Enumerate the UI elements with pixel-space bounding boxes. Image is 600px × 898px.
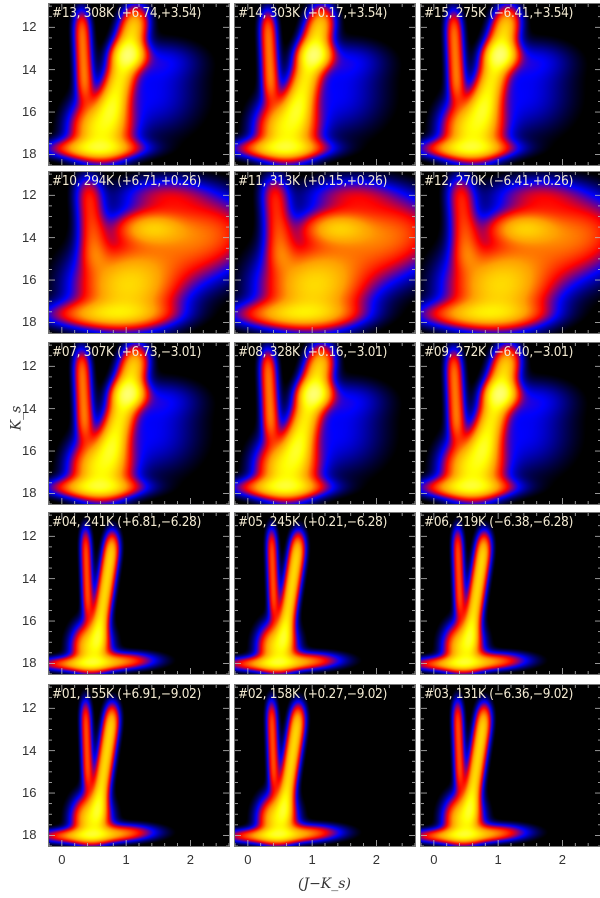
y-tick-label: 16 [22,785,37,801]
density-map [235,685,415,846]
tick-marks [49,513,229,674]
panel-label: #03, 131K (−6.36,−9.02) [424,687,574,702]
y-axis-label-text: K_s [8,405,25,431]
density-map [421,685,600,846]
x-tick-label: 1 [122,852,130,867]
x-tick-label: 2 [558,852,567,867]
density-map [235,513,415,674]
y-tick-label: 12 [22,358,37,374]
panel-label: #14, 303K (+0.17,+3.54) [238,6,388,21]
hess-panel: #15, 275K (−6.41,+3.54) [420,3,600,166]
density-map [49,172,229,333]
y-tick-label: 18 [22,485,37,501]
y-tick-label: 14 [22,400,37,416]
density-map [235,343,415,504]
x-tick-label: 2 [372,852,381,867]
x-tick-label: 1 [494,852,502,867]
y-tick-label: 12 [22,528,37,544]
y-tick-label: 14 [22,570,37,586]
tick-marks [235,343,415,504]
y-tick-label: 18 [22,314,37,330]
x-tick-label: 1 [308,852,316,867]
hess-panel: #05, 245K (+0.21,−6.28) [234,512,416,675]
panel-label: #05, 245K (+0.21,−6.28) [238,515,388,530]
density-map [421,343,600,504]
y-tick-label: 16 [22,272,37,288]
tick-marks [49,343,229,504]
x-tick-label: 0 [58,852,66,867]
y-tick-label: 16 [22,613,37,629]
hess-panel: #12, 270K (−6.41,+0.26) [420,171,600,334]
panel-label: #08, 328K (+0.16,−3.01) [238,345,388,360]
hess-panel: #03, 131K (−6.36,−9.02) [420,684,600,847]
hess-panel: #08, 328K (+0.16,−3.01) [234,342,416,505]
tick-marks [421,172,600,333]
tick-marks [421,4,600,165]
panel-label: #07, 307K (+6.73,−3.01) [52,345,202,360]
hess-panel: #07, 307K (+6.73,−3.01) [48,342,230,505]
tick-marks [235,685,415,846]
hess-panel: #11, 313K (+0.15,+0.26) [234,171,416,334]
y-tick-label: 12 [22,187,37,203]
density-map [235,4,415,165]
tick-marks [235,4,415,165]
hess-panel: #02, 158K (+0.27,−9.02) [234,684,416,847]
panel-label: #09, 272K (−6.40,−3.01) [424,345,574,360]
panel-label: #10, 294K (+6.71,+0.26) [52,174,202,189]
y-axis-label: K_s [8,406,24,431]
panel-label: #13, 308K (+6.74,+3.54) [52,6,202,21]
x-tick-label: 0 [430,852,438,867]
hess-panel: #06, 219K (−6.38,−6.28) [420,512,600,675]
y-tick-label: 16 [22,443,37,459]
panel-label: #12, 270K (−6.41,+0.26) [424,174,574,189]
tick-marks [49,4,229,165]
density-map [49,343,229,504]
tick-marks [49,172,229,333]
hess-panel: #10, 294K (+6.71,+0.26) [48,171,230,334]
density-map [235,172,415,333]
density-map [421,4,600,165]
tick-marks [421,343,600,504]
density-map [49,513,229,674]
x-axis-label: (J−K_s) [298,876,351,892]
panel-label: #02, 158K (+0.27,−9.02) [238,687,388,702]
panel-label: #01, 155K (+6.91,−9.02) [52,687,202,702]
y-tick-label: 14 [22,61,37,77]
tick-marks [235,172,415,333]
y-tick-label: 12 [22,19,37,35]
tick-marks [235,513,415,674]
y-tick-label: 14 [22,742,37,758]
panel-label: #04, 241K (+6.81,−6.28) [52,515,202,530]
hess-panel: #13, 308K (+6.74,+3.54) [48,3,230,166]
panel-label: #06, 219K (−6.38,−6.28) [424,515,574,530]
y-tick-label: 12 [22,700,37,716]
density-map [49,4,229,165]
density-map [49,685,229,846]
y-tick-label: 14 [22,229,37,245]
tick-marks [421,513,600,674]
y-tick-label: 18 [22,655,37,671]
tick-marks [49,685,229,846]
y-tick-label: 18 [22,146,37,162]
x-tick-label: 0 [244,852,252,867]
x-tick-label: 2 [186,852,195,867]
hess-panel: #09, 272K (−6.40,−3.01) [420,342,600,505]
y-tick-label: 16 [22,104,37,120]
hess-panel: #04, 241K (+6.81,−6.28) [48,512,230,675]
density-map [421,513,600,674]
tick-marks [421,685,600,846]
density-map [421,172,600,333]
panel-label: #11, 313K (+0.15,+0.26) [238,174,388,189]
panel-label: #15, 275K (−6.41,+3.54) [424,6,574,21]
hess-panel: #14, 303K (+0.17,+3.54) [234,3,416,166]
hess-panel: #01, 155K (+6.91,−9.02) [48,684,230,847]
y-tick-label: 18 [22,827,37,843]
